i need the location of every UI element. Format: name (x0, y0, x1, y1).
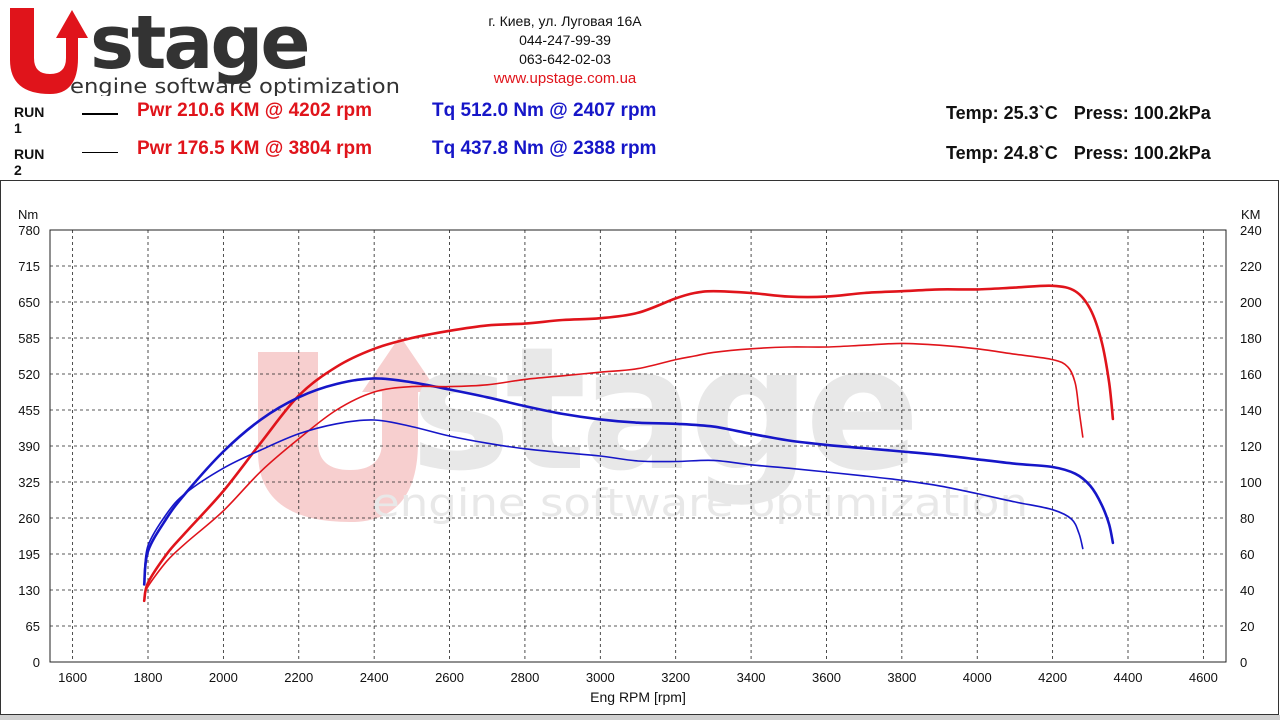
x-tick-label: 3800 (887, 670, 916, 685)
logo-wordmark: stage (90, 4, 308, 86)
logo-u-mark (10, 8, 88, 94)
bottom-bar (0, 715, 1280, 720)
y-right-tick-label: 80 (1240, 511, 1254, 526)
y-right-tick-label: 0 (1240, 655, 1247, 670)
run-1-power-line (142, 284, 1115, 603)
run-1-power-peak: Pwr 210.6 KM @ 4202 rpm (137, 100, 373, 121)
phone-1: 044-247-99-39 (519, 32, 611, 48)
x-tick-label: 2400 (360, 670, 389, 685)
run-1-temp: Temp: 25.3`C (946, 103, 1058, 123)
x-tick-label: 1600 (58, 670, 87, 685)
x-tick-label: 4000 (963, 670, 992, 685)
chart-axes: 1600 1800 2000 2200 2400 2600 2800 3000 3200 3400… (18, 207, 1262, 705)
y-right-tick-label: 140 (1240, 403, 1262, 418)
y-left-tick-label: 650 (18, 295, 40, 310)
website-link[interactable]: www.upstage.com.ua (493, 70, 637, 87)
y-left-tick-label: 195 (18, 547, 40, 562)
run-1-torque-line (142, 377, 1115, 586)
y-left-tick-label: 260 (18, 511, 40, 526)
y-left-tick-label: 585 (18, 331, 40, 346)
run-1-line-sample (82, 113, 118, 115)
x-tick-label: 2000 (209, 670, 238, 685)
y-left-tick-label: 0 (33, 655, 40, 670)
y-left-tick-label: 325 (18, 475, 40, 490)
chart-grid (49, 229, 1227, 663)
run-2-line-sample (82, 152, 118, 153)
run-2-label: RUN 2 (14, 146, 45, 178)
phone-2: 063-642-02-03 (519, 51, 611, 67)
y-left-tick-label: 520 (18, 367, 40, 382)
logo-tagline: engine software optimization (70, 74, 400, 96)
x-tick-label: 4200 (1038, 670, 1067, 685)
upstage-logo: stage engine software optimization (10, 4, 400, 96)
x-tick-label: 3400 (737, 670, 766, 685)
y-left-tick-label: 455 (18, 403, 40, 418)
x-tick-label: 2600 (435, 670, 464, 685)
x-tick-label: 2200 (284, 670, 313, 685)
y-right-tick-label: 200 (1240, 295, 1262, 310)
y-right-tick-label: 20 (1240, 619, 1254, 634)
run-1-conditions: Temp: 25.3`C Press: 100.2kPa (946, 103, 1211, 124)
run-2-torque-line (143, 419, 1084, 580)
run-2-power-line (143, 342, 1084, 598)
run-1-torque-peak: Tq 512.0 Nm @ 2407 rpm (432, 100, 657, 121)
y-right-axis-label: KM (1241, 207, 1261, 222)
y-right-tick-label: 180 (1240, 331, 1262, 346)
x-tick-label: 3600 (812, 670, 841, 685)
y-left-tick-label: 780 (18, 223, 40, 238)
y-right-tick-label: 160 (1240, 367, 1262, 382)
y-right-tick-label: 60 (1240, 547, 1254, 562)
x-tick-label: 3200 (661, 670, 690, 685)
y-left-tick-label: 130 (18, 583, 40, 598)
y-left-tick-label: 65 (26, 619, 40, 634)
y-right-tick-label: 220 (1240, 259, 1262, 274)
x-tick-label: 4600 (1189, 670, 1218, 685)
header: stage engine software optimization г. Ки… (0, 0, 1280, 180)
run-2-temp: Temp: 24.8`C (946, 143, 1058, 163)
watermark-tagline: engine software optimization (372, 481, 1028, 525)
y-right-tick-label: 40 (1240, 583, 1254, 598)
chart-frame (0, 180, 1279, 715)
run-2-torque-peak: Tq 437.8 Nm @ 2388 rpm (432, 138, 657, 159)
watermark-u-mark (258, 336, 438, 522)
run-2-conditions: Temp: 24.8`C Press: 100.2kPa (946, 143, 1211, 164)
y-right-tick-label: 100 (1240, 475, 1262, 490)
contact-block: г. Киев, ул. Луговая 16А 044-247-99-39 0… (440, 12, 690, 88)
y-left-tick-label: 390 (18, 439, 40, 454)
run-2-press: Press: 100.2kPa (1073, 143, 1211, 163)
run-2-power-peak: Pwr 176.5 KM @ 3804 rpm (137, 138, 373, 159)
run-1-press: Press: 100.2kPa (1073, 103, 1211, 123)
chart-series (142, 284, 1115, 603)
plot-border (49, 229, 1227, 663)
x-tick-label: 2800 (510, 670, 539, 685)
x-tick-label: 1800 (134, 670, 163, 685)
y-right-tick-label: 240 (1240, 223, 1262, 238)
x-tick-label: 4400 (1114, 670, 1143, 685)
x-tick-label: 3000 (586, 670, 615, 685)
y-right-tick-label: 120 (1240, 439, 1262, 454)
y-left-axis-label: Nm (18, 207, 38, 222)
x-axis-label: Eng RPM [rpm] (590, 689, 686, 705)
address: г. Киев, ул. Луговая 16А (488, 13, 642, 29)
y-left-tick-label: 715 (18, 259, 40, 274)
run-1-label: RUN 1 (14, 104, 45, 136)
